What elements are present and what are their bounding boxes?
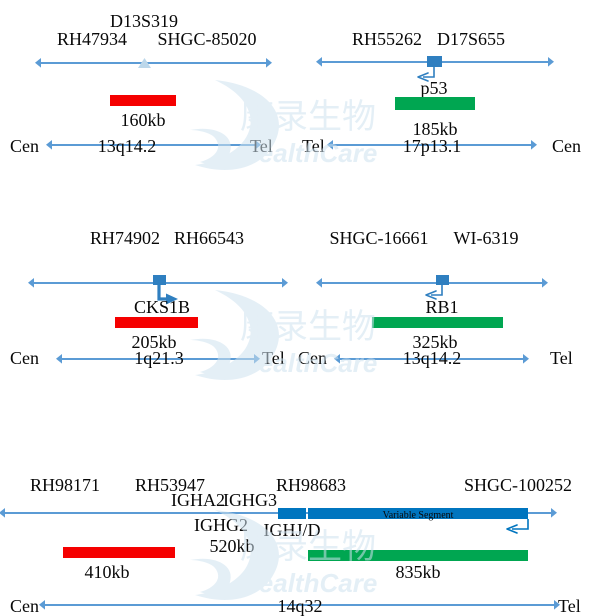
svg-text:康录生物: 康录生物 — [240, 98, 376, 136]
svg-text:HealthCare: HealthCare — [240, 138, 377, 168]
svg-text:康录生物: 康录生物 — [240, 528, 376, 566]
svg-text:康录生物: 康录生物 — [240, 308, 376, 346]
svg-text:HealthCare: HealthCare — [240, 348, 377, 378]
svg-text:HealthCare: HealthCare — [240, 568, 377, 598]
